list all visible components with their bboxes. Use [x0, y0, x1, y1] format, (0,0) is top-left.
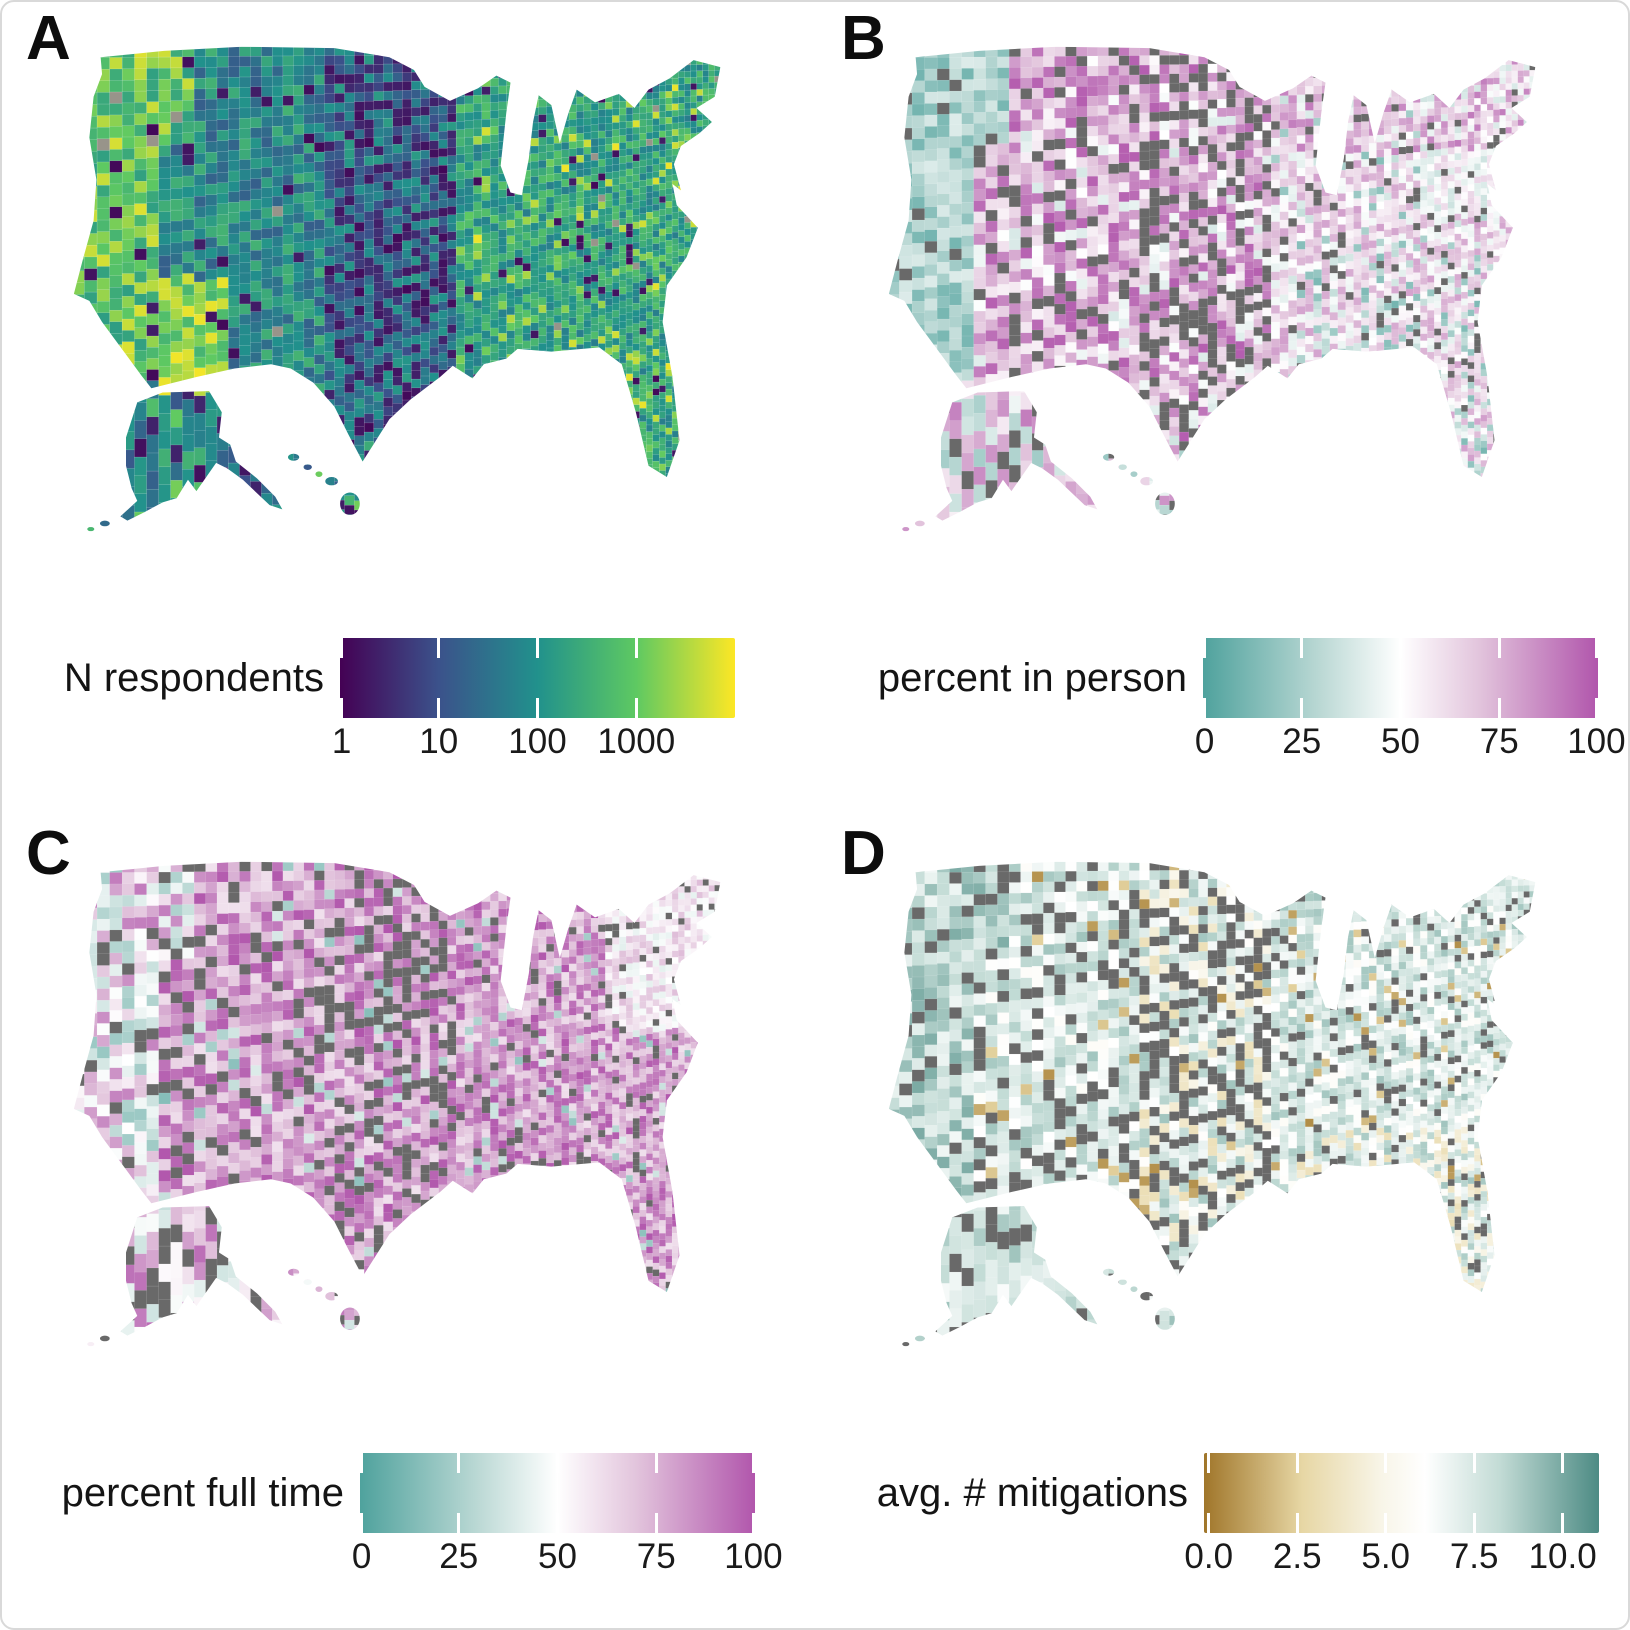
colorbar-tick-mark	[437, 698, 441, 718]
colorbar-tick-label: 100	[508, 722, 567, 761]
panel-a: A N respondents 1 10 100 1000	[2, 2, 817, 817]
colorbar-tick-mark	[536, 698, 539, 718]
legend-title-d: avg. # mitigations	[876, 1470, 1188, 1515]
colorbar-c	[360, 1453, 755, 1533]
colorbar-a	[340, 638, 735, 718]
colorbar-tick-mark	[360, 1453, 364, 1473]
map-svg-A	[73, 46, 721, 532]
colorbar-tick-mark	[634, 638, 638, 658]
colorbar-tick-label: 0	[351, 1537, 372, 1576]
colorbar-tick-label: 10.0	[1528, 1537, 1597, 1576]
colorbar-tick-label: 1	[331, 722, 352, 761]
us-county-choropleth-map-d	[873, 861, 1578, 1361]
colorbar-tick-mark	[1300, 638, 1304, 658]
colorbar-tick-label: 75	[1479, 722, 1519, 761]
colorbar-tick-label: 0.0	[1184, 1537, 1234, 1576]
colorbar-tick-mark	[634, 698, 638, 718]
colorbar-b	[1203, 638, 1598, 718]
colorbar-tick-mark	[1561, 1513, 1565, 1533]
colorbar-tick-mark	[1207, 1453, 1211, 1473]
colorbar-tick-mark	[1399, 638, 1402, 658]
colorbar-tick-labels-c: 0 25 50 75 100	[352, 1533, 783, 1579]
colorbar-tick-mark	[654, 1513, 658, 1533]
panel-label-a: A	[26, 4, 71, 73]
colorbar-tick-mark	[1399, 698, 1402, 718]
colorbar-tick-labels-a: 1 10 100 1000	[332, 718, 735, 764]
panel-c: C percent full time 0 25 50 75 100	[2, 817, 817, 1628]
colorbar-tick-mark	[457, 1513, 461, 1533]
colorbar-tick-mark	[1384, 1453, 1388, 1473]
colorbar-tick-mark	[751, 1453, 755, 1473]
colorbar-tick-mark	[1497, 698, 1501, 718]
panel-b: B percent in person 0 25 50 75 100	[817, 2, 1628, 817]
colorbar-tick-label: 25	[1282, 722, 1322, 761]
map-svg-C	[73, 861, 721, 1347]
colorbar-tick-label: 7.5	[1449, 1537, 1499, 1576]
colorbar-tick-label: 100	[1567, 722, 1626, 761]
colorbar-tick-mark	[1384, 1513, 1388, 1533]
colorbar-tick-mark	[1203, 698, 1207, 718]
colorbar-tick-labels-b: 0 25 50 75 100	[1195, 718, 1626, 764]
colorbar-tick-mark	[1203, 638, 1207, 658]
colorbar-tick-mark	[437, 638, 441, 658]
colorbar-tick-label: 25	[439, 1537, 479, 1576]
colorbar-tick-labels-d: 0.0 2.5 5.0 7.5 10.0	[1184, 1533, 1599, 1579]
colorbar-tick-mark	[1207, 1513, 1211, 1533]
legend-title-a: N respondents	[63, 655, 324, 700]
colorbar-tick-label: 50	[538, 1537, 577, 1576]
colorbar-tick-label: 2.5	[1272, 1537, 1322, 1576]
us-county-choropleth-map-c	[58, 861, 763, 1361]
colorbar-tick-mark	[1472, 1453, 1476, 1473]
colorbar-tick-mark	[340, 698, 344, 718]
colorbar-tick-mark	[360, 1513, 364, 1533]
colorbar-tick-mark	[1295, 1453, 1299, 1473]
colorbar-tick-mark	[1300, 698, 1304, 718]
colorbar-tick-label: 75	[636, 1537, 676, 1576]
colorbar-tick-mark	[751, 1513, 755, 1533]
panel-label-d: D	[841, 819, 886, 888]
colorbar-tick-label: 5.0	[1361, 1537, 1411, 1576]
legend-title-c: percent full time	[61, 1470, 344, 1515]
legend-title-b: percent in person	[877, 655, 1187, 700]
colorbar-tick-label: 10	[419, 722, 459, 761]
colorbar-tick-label: 50	[1381, 722, 1420, 761]
us-county-choropleth-map-b	[873, 46, 1578, 546]
map-svg-D	[888, 861, 1536, 1347]
colorbar-tick-mark	[1295, 1513, 1299, 1533]
panel-label-b: B	[841, 4, 886, 73]
colorbar-tick-label: 1000	[597, 722, 676, 761]
colorbar-tick-mark	[654, 1453, 658, 1473]
colorbar-tick-mark	[536, 638, 539, 658]
colorbar-tick-mark	[457, 1453, 461, 1473]
colorbar-tick-mark	[556, 1513, 559, 1533]
colorbar-d	[1204, 1453, 1599, 1533]
colorbar-tick-mark	[1594, 698, 1598, 718]
colorbar-tick-label: 0	[1194, 722, 1215, 761]
colorbar-tick-mark	[1472, 1513, 1476, 1533]
panel-label-c: C	[26, 819, 71, 888]
panel-d: D avg. # mitigations 0.0 2.5 5.0 7.5 10.0	[817, 817, 1628, 1628]
colorbar-tick-mark	[1497, 638, 1501, 658]
colorbar-tick-label: 100	[724, 1537, 783, 1576]
us-county-choropleth-map-a	[58, 46, 763, 546]
colorbar-tick-mark	[556, 1453, 559, 1473]
colorbar-tick-mark	[340, 638, 344, 658]
map-svg-B	[888, 46, 1536, 532]
colorbar-tick-mark	[1594, 638, 1598, 658]
colorbar-tick-mark	[1561, 1453, 1565, 1473]
